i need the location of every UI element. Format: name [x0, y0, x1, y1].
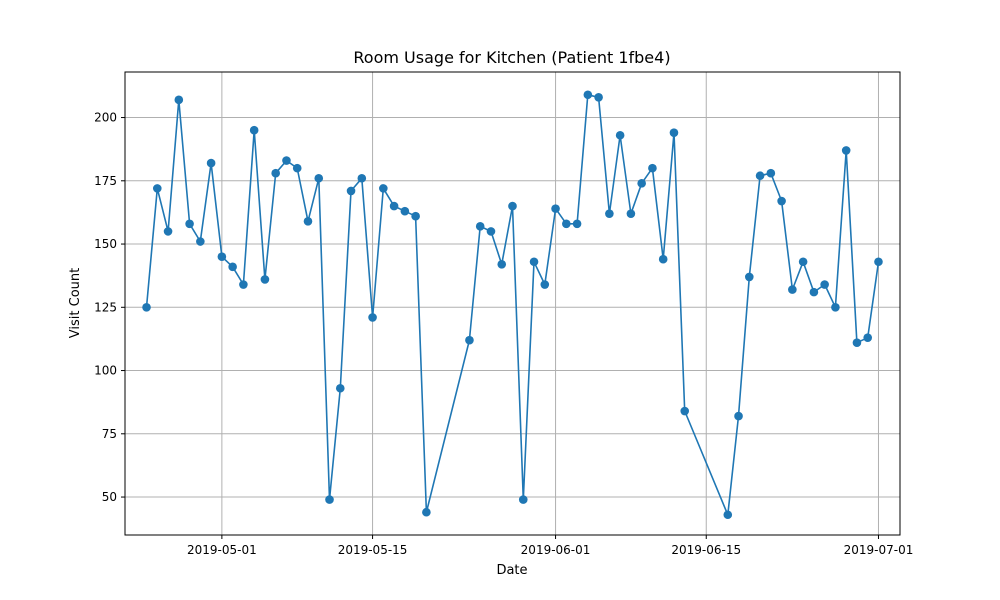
data-point [820, 280, 829, 289]
data-point [335, 383, 345, 393]
x-tick-label: 2019-06-01 [521, 543, 591, 557]
data-point [249, 125, 259, 135]
x-axis-label: Date [496, 563, 527, 578]
data-point [152, 184, 162, 193]
data-point [508, 201, 517, 211]
data-point [357, 173, 367, 183]
data-point [379, 184, 388, 193]
data-point [745, 272, 754, 282]
data-point [422, 507, 431, 517]
y-tick-label: 150 [94, 237, 117, 251]
data-point [174, 95, 184, 105]
data-point [185, 219, 194, 229]
y-tick-label: 125 [94, 300, 117, 314]
data-point [841, 146, 851, 155]
data-point [766, 168, 776, 178]
data-point [648, 163, 657, 173]
y-axis-label: Visit Count [68, 268, 83, 338]
data-point [540, 280, 550, 289]
data-point [572, 219, 582, 229]
data-point [583, 90, 593, 100]
x-tick-label: 2019-05-15 [338, 543, 408, 557]
data-point [658, 254, 668, 264]
y-tick-label: 75 [102, 427, 117, 441]
data-point [777, 196, 786, 206]
data-point [217, 252, 227, 261]
data-point [562, 219, 571, 229]
data-point [475, 222, 485, 231]
x-axis: 2019-05-01 2019-05-15 2019-06-01 2019-06-15… [187, 535, 913, 557]
data-point [368, 313, 377, 322]
data-point [303, 216, 313, 226]
data-point [852, 338, 862, 348]
data-point [282, 156, 291, 165]
data-point [734, 411, 743, 421]
data-point [196, 237, 205, 246]
x-tick-label: 2019-05-01 [187, 543, 257, 557]
data-point [831, 302, 840, 312]
data-point [314, 173, 324, 183]
data-point [755, 171, 765, 181]
data-points [142, 90, 883, 520]
data-point [551, 204, 560, 213]
data-point [411, 211, 420, 221]
data-point [529, 257, 539, 267]
data-point [605, 209, 614, 218]
data-point [680, 406, 690, 416]
data-point [228, 262, 237, 272]
data-point [271, 168, 280, 178]
data-point [594, 93, 603, 102]
data-point [400, 206, 410, 216]
data-point [809, 287, 819, 297]
data-point [163, 227, 173, 236]
data-point [239, 280, 248, 289]
data-point [389, 201, 399, 211]
data-point [518, 495, 528, 504]
data-point [497, 259, 507, 269]
data-point [874, 257, 883, 267]
data-point [206, 158, 216, 168]
y-tick-label: 200 [94, 111, 117, 125]
data-point [788, 285, 797, 294]
y-tick-label: 50 [102, 490, 117, 504]
data-point [346, 186, 356, 196]
plot-frame [124, 71, 901, 536]
data-point [465, 335, 474, 345]
chart-title: Room Usage for Kitchen (Patient 1fbe4) [353, 48, 670, 67]
y-tick-label: 175 [94, 174, 117, 188]
data-point [637, 179, 646, 188]
x-tick-label: 2019-07-01 [844, 543, 914, 557]
data-point [723, 510, 733, 520]
y-tick-label: 100 [94, 364, 117, 378]
data-point [292, 163, 302, 173]
data-point [669, 128, 679, 138]
data-point [260, 275, 270, 284]
grid-lines [125, 72, 900, 535]
data-point [863, 333, 873, 342]
data-point [798, 257, 808, 267]
data-point [486, 227, 496, 236]
data-point [142, 302, 151, 312]
series-line [145, 94, 880, 516]
data-point [325, 495, 334, 504]
y-axis: 50 75 100 125 150 175 200 [94, 111, 125, 504]
data-point [615, 130, 625, 140]
data-point [626, 209, 636, 218]
x-tick-label: 2019-06-15 [671, 543, 741, 557]
